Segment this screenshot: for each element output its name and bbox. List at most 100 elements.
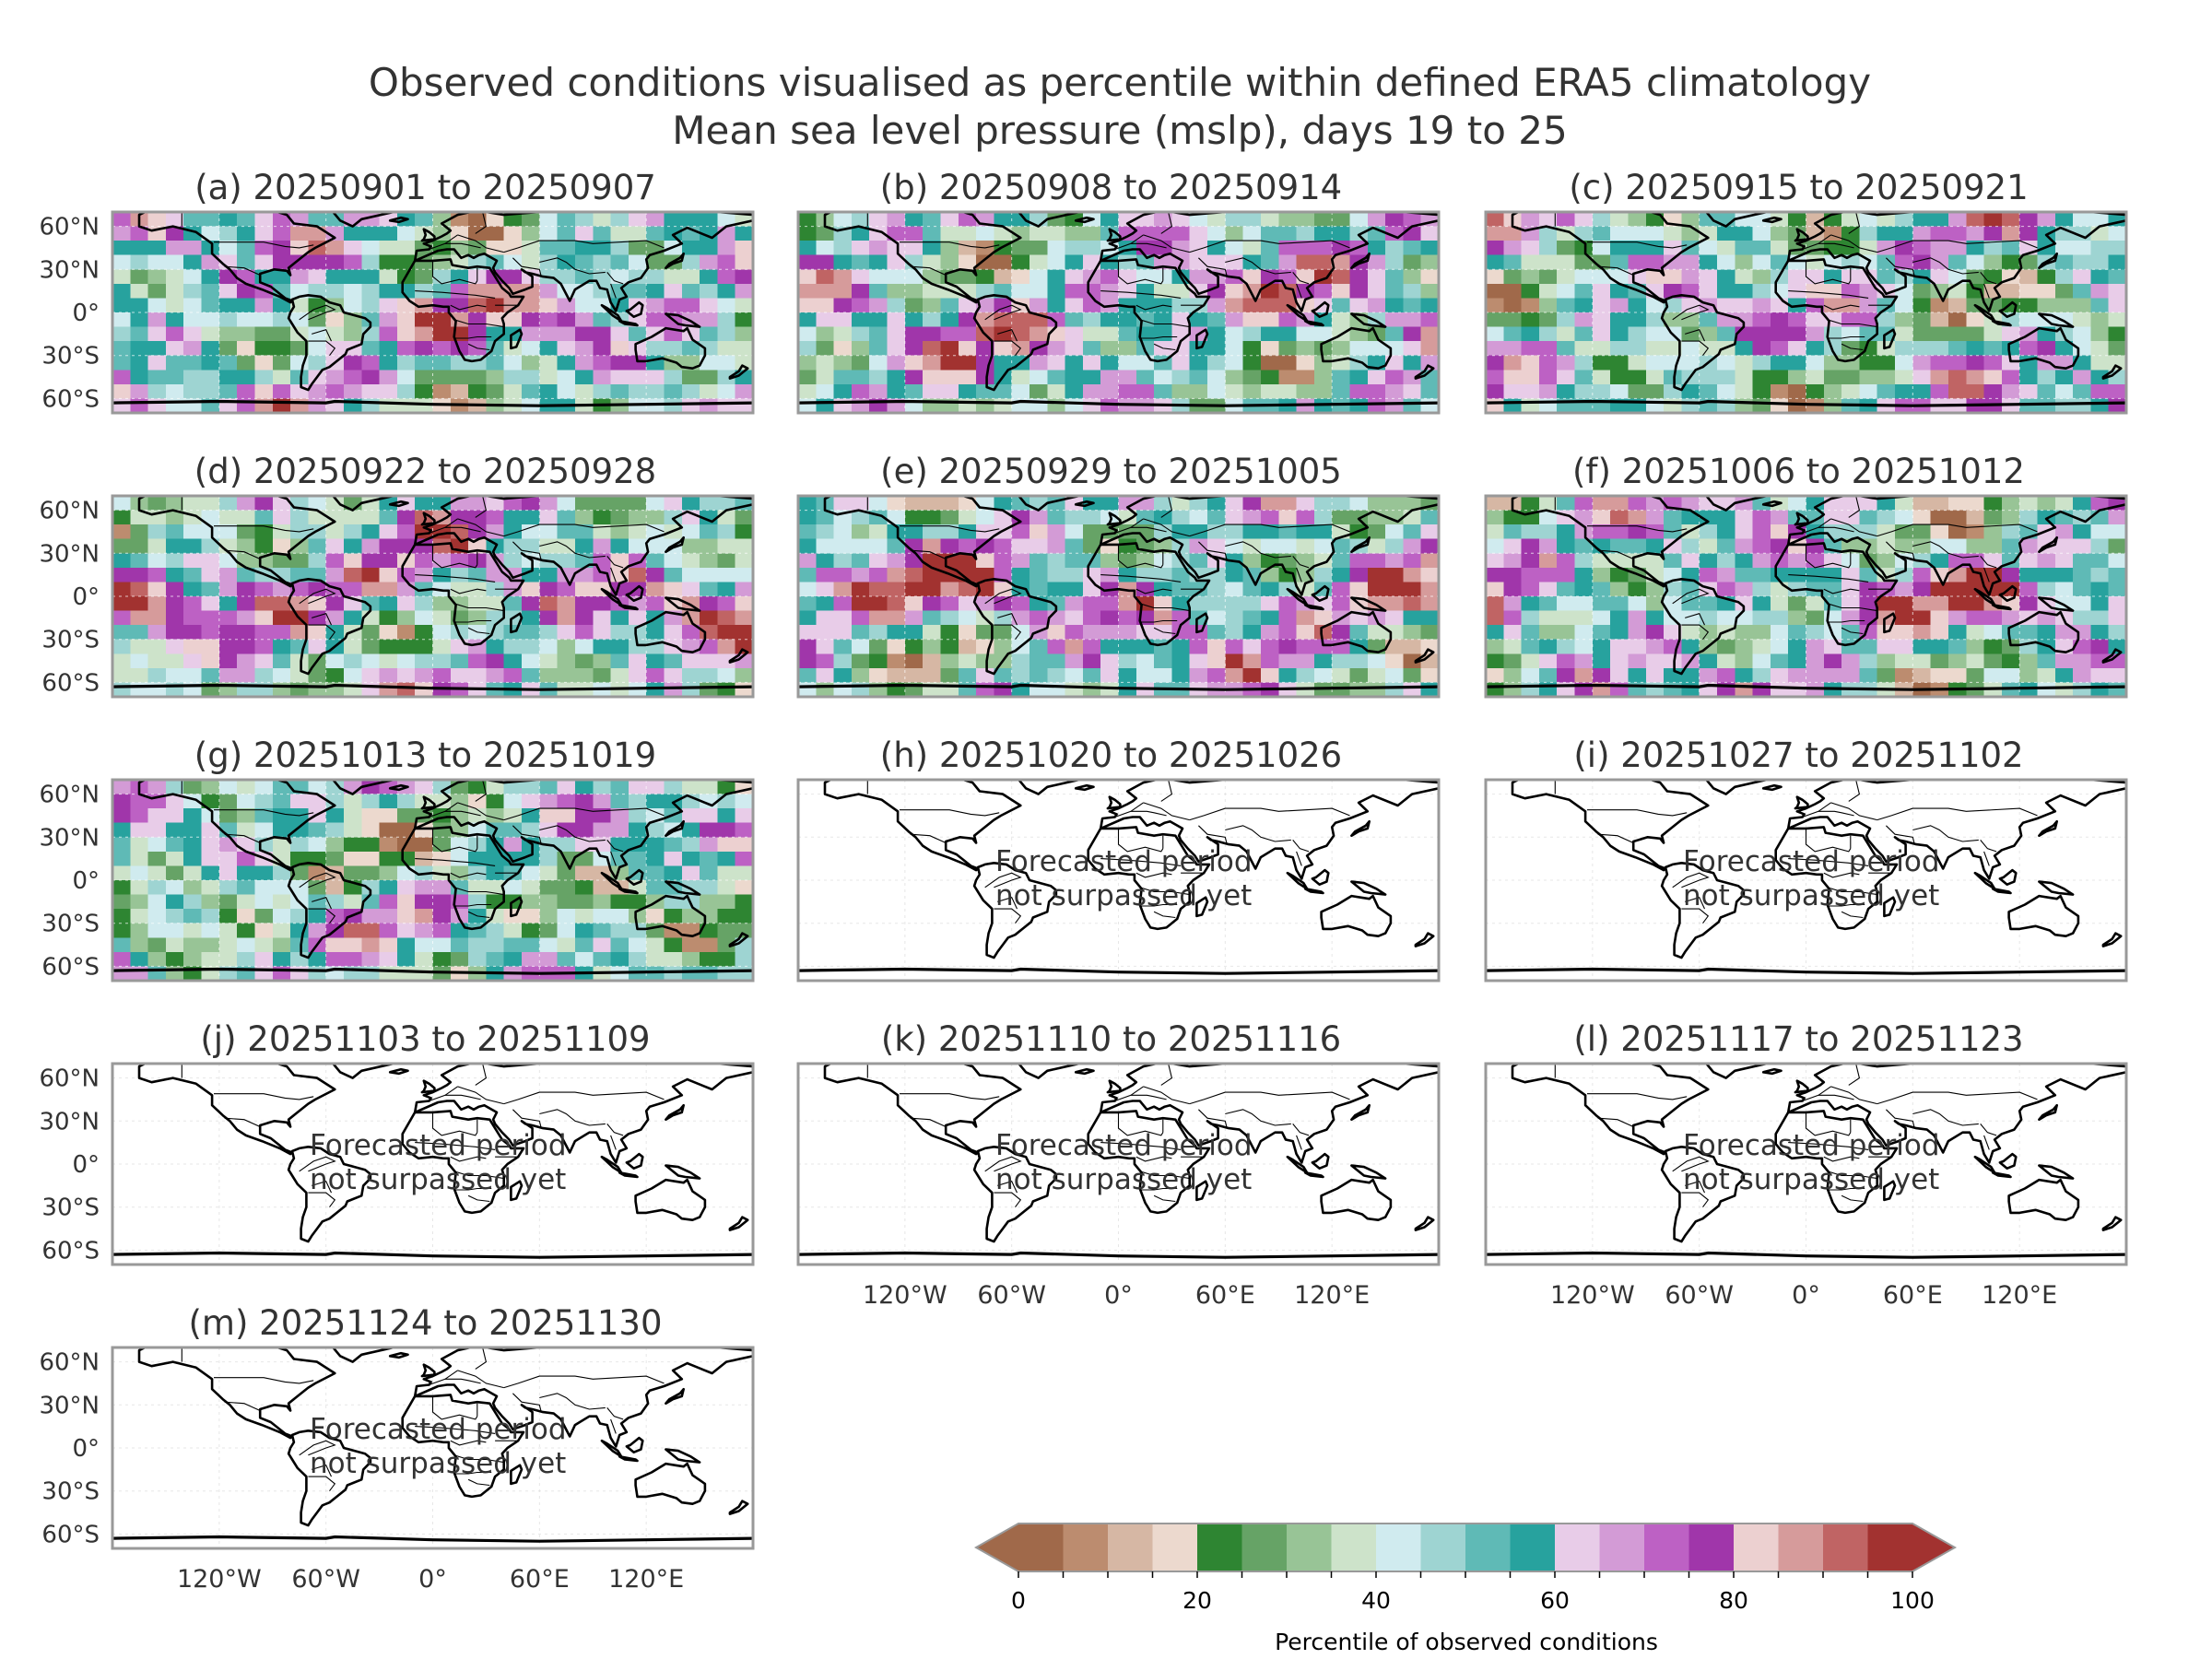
field-cell — [1557, 496, 1576, 512]
field-cell — [1788, 370, 1807, 385]
field-cell — [1947, 355, 1967, 371]
field-cell — [816, 639, 835, 654]
field-cell — [1030, 510, 1048, 525]
field-cell — [1664, 653, 1682, 669]
field-cell — [415, 596, 434, 612]
field-cell — [1367, 667, 1386, 684]
field-cell — [147, 596, 167, 612]
field-cell — [1065, 667, 1084, 684]
field-cell — [396, 383, 416, 400]
field-cell — [735, 851, 753, 867]
colorbar-bin — [1376, 1524, 1421, 1571]
field-cell — [432, 355, 452, 371]
field-cell — [1735, 582, 1754, 597]
coastline — [2007, 610, 2080, 653]
field-cell — [1171, 596, 1191, 612]
field-cell — [468, 596, 487, 612]
field-cell — [958, 625, 977, 641]
forecast-note: Forecasted period — [995, 845, 1253, 878]
coastline — [1015, 780, 1081, 795]
field-cell — [976, 682, 994, 697]
field-cell — [1521, 283, 1540, 300]
field-cell — [486, 383, 505, 400]
field-cell — [254, 326, 274, 342]
country-border — [1818, 526, 1854, 533]
field-cell — [610, 241, 629, 256]
field-cell — [1100, 610, 1120, 626]
coastline — [1106, 1079, 1122, 1094]
field-cell — [700, 341, 718, 357]
field-cell — [1557, 625, 1576, 641]
field-cell — [798, 355, 817, 371]
field-cell — [522, 582, 540, 597]
field-cell — [290, 254, 309, 270]
field-cell — [717, 510, 736, 525]
field-cell — [628, 937, 647, 953]
field-cell — [147, 341, 167, 357]
field-cell — [717, 653, 736, 669]
field-cell — [593, 808, 612, 824]
field-cell — [450, 383, 469, 400]
field-cell — [557, 212, 576, 228]
map-frame — [796, 210, 1441, 415]
field-cell — [272, 538, 291, 554]
country-border — [299, 304, 336, 321]
field-cell — [503, 794, 523, 809]
field-cell — [486, 241, 505, 256]
field-cell — [1403, 639, 1422, 654]
field-cell — [1332, 398, 1351, 413]
field-cell — [1628, 254, 1647, 270]
field-cell — [2001, 610, 2020, 626]
field-cell — [308, 794, 327, 809]
country-border — [214, 525, 314, 533]
field-cell — [1313, 355, 1333, 371]
field-cell — [325, 794, 345, 809]
field-cell — [1947, 625, 1967, 641]
field-cell — [468, 496, 487, 512]
field-cell — [976, 653, 994, 669]
field-cell — [1538, 653, 1558, 669]
field-cell — [1503, 269, 1523, 285]
field-cell — [1242, 383, 1262, 400]
country-border — [475, 212, 488, 234]
field-cell — [272, 837, 291, 853]
field-cell — [833, 538, 853, 554]
field-cell — [486, 780, 505, 795]
field-cell — [1645, 596, 1665, 612]
field-cell — [165, 567, 184, 583]
field-cell — [218, 355, 238, 371]
field-cell — [1966, 283, 1985, 300]
field-cell — [361, 880, 381, 896]
field-cell — [1538, 383, 1558, 400]
field-cell — [1770, 241, 1789, 256]
field-cell — [308, 355, 327, 371]
field-cell — [735, 241, 753, 256]
country-border — [415, 290, 496, 299]
country-border — [1830, 1086, 1877, 1105]
field-cell — [681, 283, 700, 300]
field-cell — [1420, 226, 1439, 241]
colorbar-bin — [1510, 1524, 1556, 1571]
country-border — [1100, 290, 1182, 299]
field-cell — [700, 894, 718, 910]
field-cell — [1503, 538, 1523, 554]
field-cell — [994, 667, 1013, 684]
field-cell — [798, 625, 817, 641]
field-cell — [1260, 383, 1279, 400]
field-cell — [201, 326, 220, 342]
field-cell — [468, 780, 487, 795]
field-cell — [1966, 241, 1985, 256]
field-cell — [1895, 625, 1913, 641]
field-cell — [904, 370, 924, 385]
field-cell — [1681, 212, 1700, 228]
field-cell — [1367, 212, 1386, 228]
field-cell — [1752, 496, 1771, 512]
country-border — [1685, 329, 1705, 342]
field-cell — [1788, 326, 1807, 342]
map-content — [112, 1347, 753, 1548]
field-cell — [1610, 625, 1629, 641]
field-cell — [308, 553, 327, 569]
coastline — [972, 862, 1058, 959]
field-cell — [2090, 212, 2110, 228]
